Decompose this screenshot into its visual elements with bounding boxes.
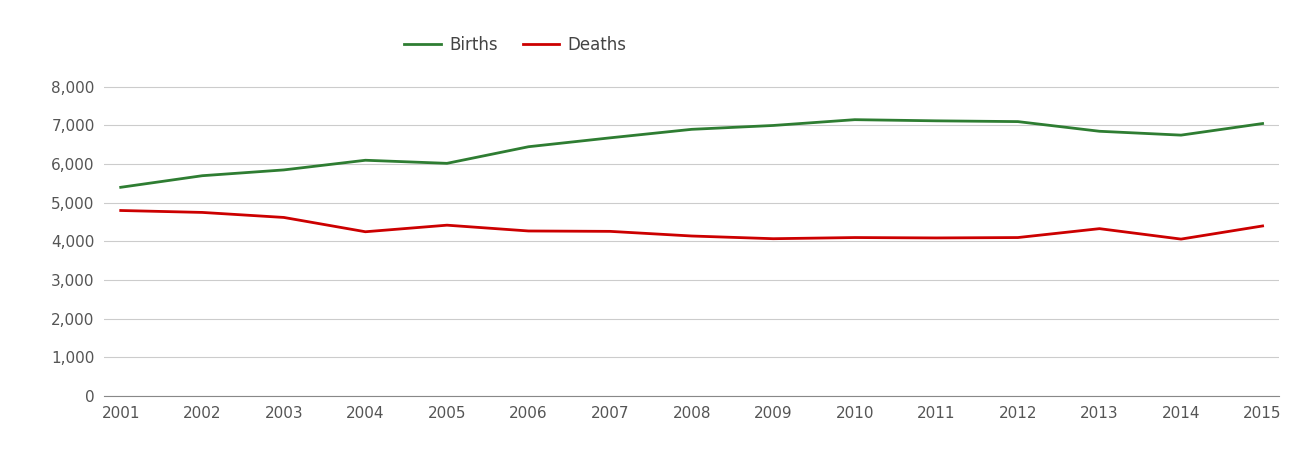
Births	[194, 173, 210, 178]
Births	[928, 118, 944, 124]
Deaths	[684, 233, 699, 238]
Deaths	[521, 228, 536, 234]
Deaths	[928, 235, 944, 241]
Legend: Births, Deaths: Births, Deaths	[398, 30, 633, 61]
Births	[521, 144, 536, 149]
Births	[438, 161, 454, 166]
Deaths	[1091, 226, 1107, 231]
Deaths	[847, 235, 863, 240]
Line: Deaths: Deaths	[120, 211, 1262, 239]
Deaths	[438, 222, 454, 228]
Births	[112, 184, 128, 190]
Deaths	[765, 236, 780, 241]
Deaths	[1010, 235, 1026, 240]
Births	[1091, 129, 1107, 134]
Deaths	[112, 208, 128, 213]
Births	[1254, 121, 1270, 126]
Births	[684, 126, 699, 132]
Births	[602, 135, 617, 140]
Births	[1173, 132, 1189, 138]
Deaths	[275, 215, 291, 220]
Births	[358, 158, 373, 163]
Deaths	[602, 229, 617, 234]
Deaths	[1254, 223, 1270, 229]
Births	[1010, 119, 1026, 124]
Births	[847, 117, 863, 122]
Deaths	[1173, 236, 1189, 242]
Deaths	[358, 229, 373, 234]
Deaths	[194, 210, 210, 215]
Births	[765, 123, 780, 128]
Births	[275, 167, 291, 173]
Line: Births: Births	[120, 120, 1262, 187]
